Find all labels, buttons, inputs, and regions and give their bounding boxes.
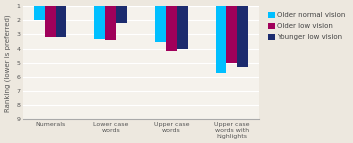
Bar xyxy=(44,6,55,37)
Bar xyxy=(94,6,105,39)
Bar xyxy=(34,6,44,20)
Y-axis label: Ranking (lower is preferred): Ranking (lower is preferred) xyxy=(4,14,11,112)
Bar xyxy=(116,6,127,23)
Bar xyxy=(155,6,166,42)
Legend: Older normal vision, Older low vision, Younger low vision: Older normal vision, Older low vision, Y… xyxy=(265,10,348,43)
Bar xyxy=(237,6,248,67)
Bar xyxy=(226,6,237,63)
Bar xyxy=(177,6,188,49)
Bar xyxy=(216,6,226,73)
Bar xyxy=(105,6,116,40)
Bar xyxy=(55,6,66,37)
Bar xyxy=(166,6,177,51)
